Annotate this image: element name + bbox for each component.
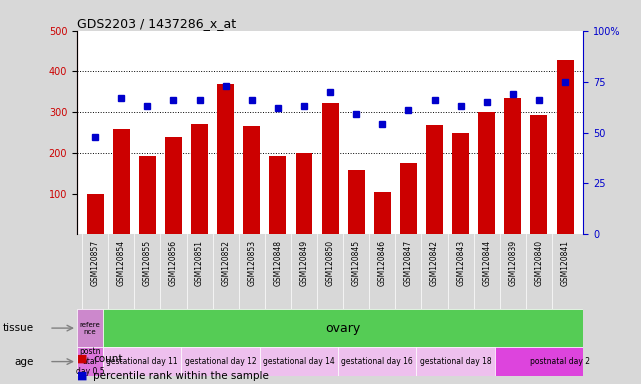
Bar [77,310,103,347]
Text: ■: ■ [77,354,87,364]
Bar [322,103,338,234]
Bar [296,153,313,234]
Text: GSM120855: GSM120855 [143,240,152,286]
Text: GSM120852: GSM120852 [221,240,230,286]
Text: gestational day 14: gestational day 14 [263,357,335,366]
Text: gestational day 16: gestational day 16 [341,357,413,366]
Text: refere
nce: refere nce [79,321,101,334]
Text: GSM120857: GSM120857 [90,240,100,286]
Bar [531,116,547,234]
Bar [217,84,234,234]
Text: GSM120851: GSM120851 [195,240,204,286]
Bar [495,347,625,376]
Text: GDS2203 / 1437286_x_at: GDS2203 / 1437286_x_at [77,17,236,30]
Text: GSM120854: GSM120854 [117,240,126,286]
Bar [269,156,287,234]
Text: GSM120850: GSM120850 [326,240,335,286]
Text: ■: ■ [77,371,87,381]
Text: gestational day 18: gestational day 18 [420,357,491,366]
Bar [400,164,417,234]
Text: GSM120845: GSM120845 [352,240,361,286]
Text: tissue: tissue [3,323,34,333]
Bar [556,60,574,234]
Bar [244,126,260,234]
Text: postnatal day 2: postnatal day 2 [530,357,590,366]
Bar [181,347,260,376]
Text: GSM120856: GSM120856 [169,240,178,286]
Bar [260,347,338,376]
Text: gestational day 11: gestational day 11 [106,357,178,366]
Text: percentile rank within the sample: percentile rank within the sample [93,371,269,381]
Bar [347,170,365,234]
Bar [113,129,129,234]
Bar [452,133,469,234]
Bar [338,347,416,376]
Bar [504,98,521,234]
Text: GSM120849: GSM120849 [299,240,308,286]
Bar [374,192,391,234]
Text: GSM120839: GSM120839 [508,240,517,286]
Bar [103,347,181,376]
Text: gestational day 12: gestational day 12 [185,357,256,366]
Bar [139,156,156,234]
Bar [191,124,208,234]
Text: GSM120841: GSM120841 [560,240,570,286]
Text: GSM120843: GSM120843 [456,240,465,286]
Bar [416,347,495,376]
Text: GSM120847: GSM120847 [404,240,413,286]
Bar [87,194,104,234]
Text: GSM120853: GSM120853 [247,240,256,286]
Text: GSM120842: GSM120842 [430,240,439,286]
Bar [478,112,495,234]
Text: GSM120840: GSM120840 [535,240,544,286]
Text: ovary: ovary [326,321,361,334]
Bar [426,125,443,234]
Text: postn
atal
day 0.5: postn atal day 0.5 [76,347,104,376]
Text: count: count [93,354,122,364]
Bar [77,347,103,376]
Text: GSM120848: GSM120848 [274,240,283,286]
Text: age: age [15,357,34,367]
Text: GSM120844: GSM120844 [482,240,491,286]
Bar [165,137,182,234]
Text: GSM120846: GSM120846 [378,240,387,286]
